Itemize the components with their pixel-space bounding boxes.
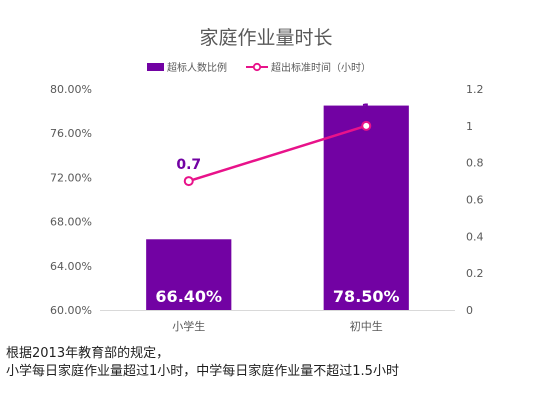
bar xyxy=(323,105,409,310)
legend-line-marker xyxy=(252,62,262,72)
y-left-tick-label: 64.00% xyxy=(50,260,92,273)
y-right-tick-label: 0.6 xyxy=(466,194,484,207)
y-right-tick-label: 1.2 xyxy=(466,83,484,96)
line-series xyxy=(188,124,367,183)
y-left-tick-label: 68.00% xyxy=(50,216,92,229)
legend-bar-swatch xyxy=(147,63,164,71)
footnote-line-1: 根据2013年教育部的规定， xyxy=(6,346,170,361)
y-left-tick-label: 72.00% xyxy=(50,171,92,184)
x-tick-label: 初中生 xyxy=(350,319,383,333)
line-point xyxy=(361,120,372,131)
footnote-line-2: 小学每日家庭作业量超过1小时，中学每日家庭作业量不超过1.5小时 xyxy=(6,364,399,379)
chart-title: 家庭作业量时长 xyxy=(199,27,332,49)
bar-value-label: 66.40% xyxy=(155,287,222,306)
y-left-tick-label: 76.00% xyxy=(50,127,92,140)
y-right-tick-label: 1 xyxy=(466,120,473,133)
y-right-tick-label: 0 xyxy=(466,304,473,317)
x-tick-label: 小学生 xyxy=(172,319,205,333)
y-left-tick-label: 80.00% xyxy=(50,83,92,96)
y-left-tick-label: 60.00% xyxy=(50,304,92,317)
line-point xyxy=(183,176,194,187)
chart-footnote: 根据2013年教育部的规定， 小学每日家庭作业量超过1小时，中学每日家庭作业量不… xyxy=(6,345,531,381)
y-right-tick-label: 0.8 xyxy=(466,157,484,170)
bar-value-label: 78.50% xyxy=(333,287,400,306)
legend-bar-label: 超标人数比例 xyxy=(167,61,227,74)
y-right-tick-label: 0.2 xyxy=(466,267,484,280)
line-value-label: 1 xyxy=(361,102,371,118)
bar xyxy=(146,239,232,310)
y-right-tick-label: 0.4 xyxy=(466,230,484,243)
line-value-label: 0.7 xyxy=(176,157,201,173)
legend-line-label: 超出标准时间（小时） xyxy=(271,61,371,74)
